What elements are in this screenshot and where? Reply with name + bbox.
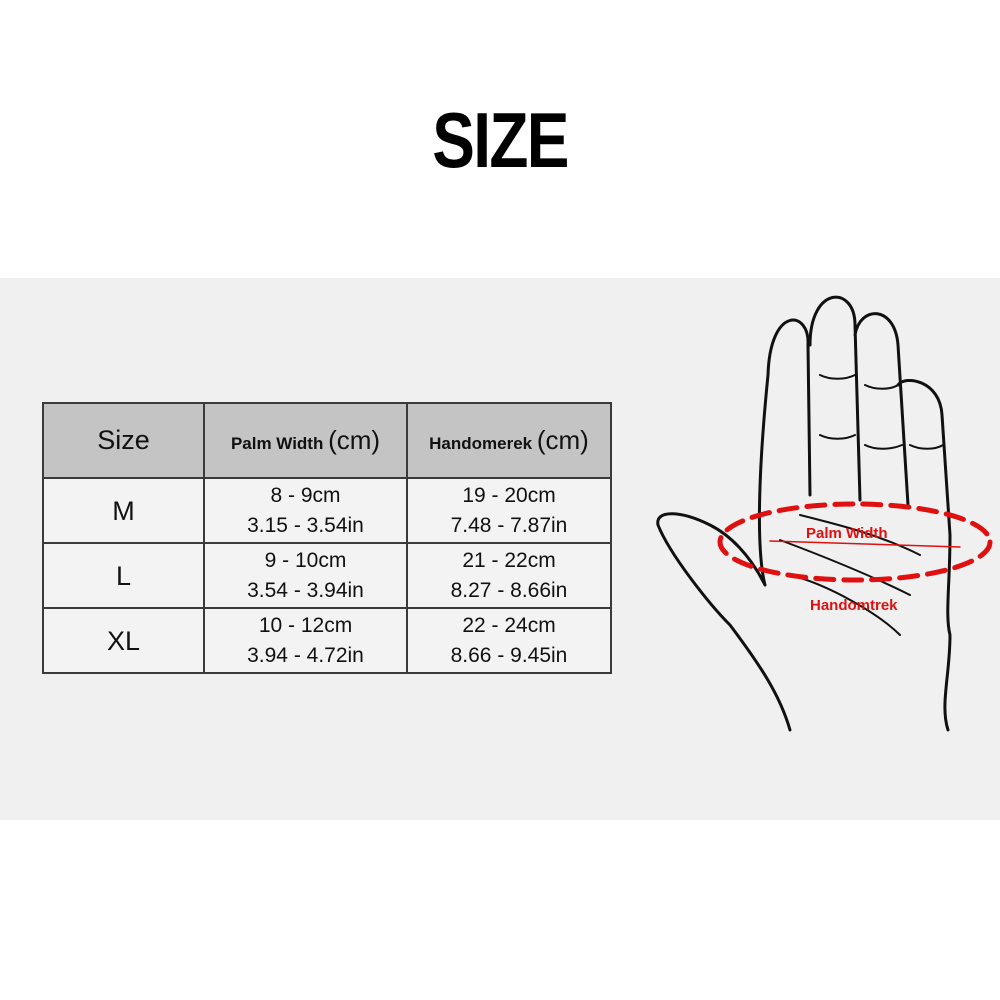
palm-cell: 10 - 12cm 3.94 - 4.72in <box>203 607 408 674</box>
page-title: SIZE <box>432 96 569 184</box>
palm-creases <box>779 374 944 636</box>
table-row: M 8 - 9cm 3.15 - 3.54in 19 - 20cm 7.48 - 7… <box>42 477 612 544</box>
palm-cell: 8 - 9cm 3.15 - 3.54in <box>203 477 408 544</box>
hand-in: 7.48 - 7.87in <box>450 513 568 537</box>
size-table: Size Palm Width (cm) Handomerek (cm) M 8… <box>42 402 612 674</box>
header-label: Handomerek <box>429 434 533 453</box>
hand-cell: 19 - 20cm 7.48 - 7.87in <box>406 477 612 544</box>
hand-cm: 19 - 20cm <box>462 483 556 507</box>
header-hand-length: Handomerek (cm) <box>406 402 612 479</box>
header-label: Palm Width <box>230 434 324 453</box>
palm-width-label: Palm Width <box>806 525 888 542</box>
header-size: Size <box>42 402 205 479</box>
hand-in: 8.66 - 9.45in <box>450 643 568 667</box>
header-label: Size <box>97 425 150 455</box>
hand-cm: 22 - 24cm <box>462 613 556 637</box>
header-unit: (cm) <box>328 425 381 455</box>
table-row: XL 10 - 12cm 3.94 - 4.72in 22 - 24cm 8.66 … <box>42 607 612 674</box>
hand-cm: 21 - 22cm <box>462 548 556 572</box>
hand-outline <box>656 295 952 732</box>
palm-in: 3.94 - 4.72in <box>247 643 364 667</box>
palm-width-arrow <box>769 540 961 548</box>
palm-width-ellipse <box>717 501 993 583</box>
palm-cm: 10 - 12cm <box>258 613 353 637</box>
hand-illustration <box>656 295 993 732</box>
hand-length-label: Handomtrek <box>810 597 898 614</box>
palm-cm: 9 - 10cm <box>264 548 347 572</box>
header-unit: (cm) <box>536 425 589 455</box>
size-cell: L <box>42 542 205 609</box>
header-palm-width: Palm Width (cm) <box>203 402 408 479</box>
table-header-row: Size Palm Width (cm) Handomerek (cm) <box>42 402 612 479</box>
palm-cm: 8 - 9cm <box>270 483 341 507</box>
hand-in: 8.27 - 8.66in <box>450 578 568 602</box>
palm-in: 3.15 - 3.54in <box>247 513 364 537</box>
size-cell: M <box>42 477 205 544</box>
palm-cell: 9 - 10cm 3.54 - 3.94in <box>203 542 408 609</box>
size-cell: XL <box>42 607 205 674</box>
palm-in: 3.54 - 3.94in <box>247 578 364 602</box>
table-row: L 9 - 10cm 3.54 - 3.94in 21 - 22cm 8.27 - … <box>42 542 612 609</box>
hand-cell: 21 - 22cm 8.27 - 8.66in <box>406 542 612 609</box>
hand-cell: 22 - 24cm 8.66 - 9.45in <box>406 607 612 674</box>
